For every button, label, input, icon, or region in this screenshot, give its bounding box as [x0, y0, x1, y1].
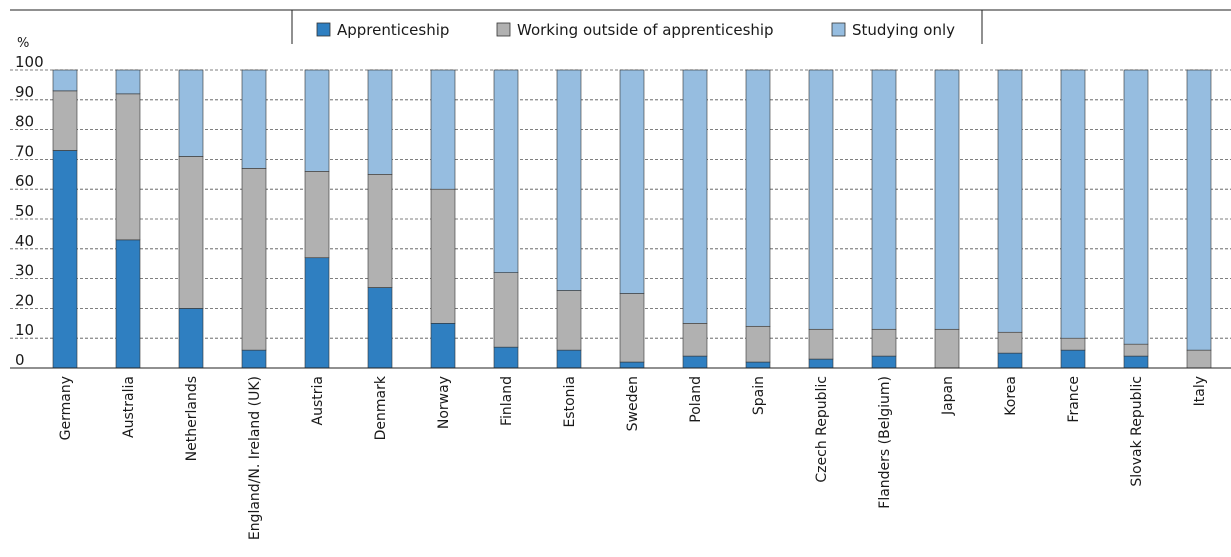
y-tick-label: 10	[15, 321, 34, 339]
bar-studying-only-austria	[304, 69, 330, 172]
legend: Apprenticeship Working outside of apprent…	[291, 10, 983, 44]
bar-apprenticeship-france	[1060, 349, 1086, 369]
category-label: Austria	[310, 376, 326, 425]
category-label: Finland	[499, 376, 515, 426]
bar-apprenticeship-estonia	[556, 349, 582, 369]
bar-apprenticeship-norway	[430, 322, 456, 369]
bar-apprenticeship-poland	[682, 355, 708, 369]
bar-apprenticeship-denmark	[367, 287, 393, 369]
category-label: Slovak Republic	[1129, 376, 1145, 487]
legend-swatch-working-outside-of-apprenticeship	[496, 22, 511, 37]
y-tick-label: 80	[15, 113, 34, 131]
bar-studying-only-estonia	[556, 69, 582, 291]
bar-studying-only-norway	[430, 69, 456, 190]
category-label: Korea	[1003, 376, 1019, 416]
y-tick-label: 40	[15, 232, 34, 250]
category-label: Netherlands	[184, 376, 200, 461]
category-label: Denmark	[373, 375, 389, 440]
y-axis-unit-label: %	[17, 36, 29, 51]
bar-studying-only-australia	[115, 69, 141, 95]
bar-working-outside-of-apprenticeship-germany	[52, 90, 78, 151]
bar-apprenticeship-austria	[304, 257, 330, 369]
bar-studying-only-france	[1060, 69, 1086, 339]
category-label: France	[1066, 376, 1082, 423]
legend-swatch-apprenticeship	[316, 22, 331, 37]
legend-label: Apprenticeship	[337, 21, 449, 39]
bar-working-outside-of-apprenticeship-spain	[745, 325, 771, 363]
bar-studying-only-germany	[52, 69, 78, 92]
bar-working-outside-of-apprenticeship-korea	[997, 331, 1023, 354]
bar-studying-only-spain	[745, 69, 771, 327]
bar-studying-only-flanders-belgium	[871, 69, 897, 330]
y-tick-label: 90	[15, 83, 34, 101]
category-label: England/N. Ireland (UK)	[247, 376, 263, 540]
y-tick-label: 60	[15, 172, 34, 190]
category-labels: Germany Australia Netherlands England/N. Ir…	[58, 375, 1208, 540]
y-tick-label: 0	[15, 351, 25, 369]
category-label: Sweden	[625, 376, 641, 431]
bar-working-outside-of-apprenticeship-sweden	[619, 293, 645, 363]
bar-working-outside-of-apprenticeship-england-n-ireland-uk	[241, 168, 267, 351]
bar-apprenticeship-england-n-ireland-uk	[241, 349, 267, 369]
category-label: Germany	[58, 376, 74, 440]
bar-apprenticeship-sweden	[619, 361, 645, 369]
y-tick-label: 70	[15, 142, 34, 160]
bar-working-outside-of-apprenticeship-norway	[430, 188, 456, 324]
bar-apprenticeship-czech-republic	[808, 358, 834, 369]
bars	[52, 69, 1212, 369]
bar-working-outside-of-apprenticeship-netherlands	[178, 156, 204, 309]
y-tick-label: 50	[15, 202, 34, 220]
bar-working-outside-of-apprenticeship-japan	[934, 328, 960, 369]
bar-apprenticeship-spain	[745, 361, 771, 369]
bar-working-outside-of-apprenticeship-czech-republic	[808, 328, 834, 360]
category-label: Italy	[1192, 376, 1208, 406]
bar-studying-only-finland	[493, 69, 519, 273]
bar-working-outside-of-apprenticeship-slovak-republic	[1123, 343, 1149, 357]
bar-studying-only-england-n-ireland-uk	[241, 69, 267, 169]
category-label: Spain	[751, 376, 767, 415]
bar-studying-only-czech-republic	[808, 69, 834, 330]
bar-working-outside-of-apprenticeship-austria	[304, 171, 330, 259]
bar-working-outside-of-apprenticeship-estonia	[556, 290, 582, 351]
bar-working-outside-of-apprenticeship-finland	[493, 272, 519, 348]
bar-studying-only-denmark	[367, 69, 393, 175]
bar-working-outside-of-apprenticeship-flanders-belgium	[871, 328, 897, 357]
bar-apprenticeship-germany	[52, 150, 78, 369]
category-label: Flanders (Belgium)	[877, 376, 893, 509]
y-axis-ticks: 0 10 20 30 40 50 60 70 80 90 100	[15, 53, 44, 369]
bar-working-outside-of-apprenticeship-france	[1060, 337, 1086, 351]
category-label: Estonia	[562, 376, 578, 428]
category-label: Australia	[121, 376, 137, 438]
bar-studying-only-slovak-republic	[1123, 69, 1149, 345]
bar-studying-only-sweden	[619, 69, 645, 294]
bar-apprenticeship-netherlands	[178, 308, 204, 369]
bar-studying-only-korea	[997, 69, 1023, 333]
category-label: Japan	[940, 376, 956, 416]
bar-apprenticeship-australia	[115, 239, 141, 369]
bar-apprenticeship-korea	[997, 352, 1023, 369]
bar-apprenticeship-finland	[493, 346, 519, 369]
category-label: Norway	[436, 376, 452, 429]
bar-working-outside-of-apprenticeship-australia	[115, 93, 141, 241]
bar-studying-only-italy	[1186, 69, 1212, 351]
y-tick-label: 20	[15, 291, 34, 309]
bar-studying-only-netherlands	[178, 69, 204, 157]
legend-label: Working outside of apprenticeship	[517, 21, 774, 39]
category-label: Poland	[688, 376, 704, 423]
y-tick-label: 100	[15, 53, 44, 71]
category-label: Czech Republic	[814, 376, 830, 483]
legend-swatch-studying-only	[831, 22, 846, 37]
bar-studying-only-japan	[934, 69, 960, 330]
bar-working-outside-of-apprenticeship-italy	[1186, 349, 1212, 369]
legend-label: Studying only	[852, 21, 955, 39]
y-tick-label: 30	[15, 262, 34, 280]
bar-apprenticeship-slovak-republic	[1123, 355, 1149, 369]
bar-working-outside-of-apprenticeship-denmark	[367, 174, 393, 288]
bar-studying-only-poland	[682, 69, 708, 324]
bar-apprenticeship-flanders-belgium	[871, 355, 897, 369]
bar-working-outside-of-apprenticeship-poland	[682, 322, 708, 357]
